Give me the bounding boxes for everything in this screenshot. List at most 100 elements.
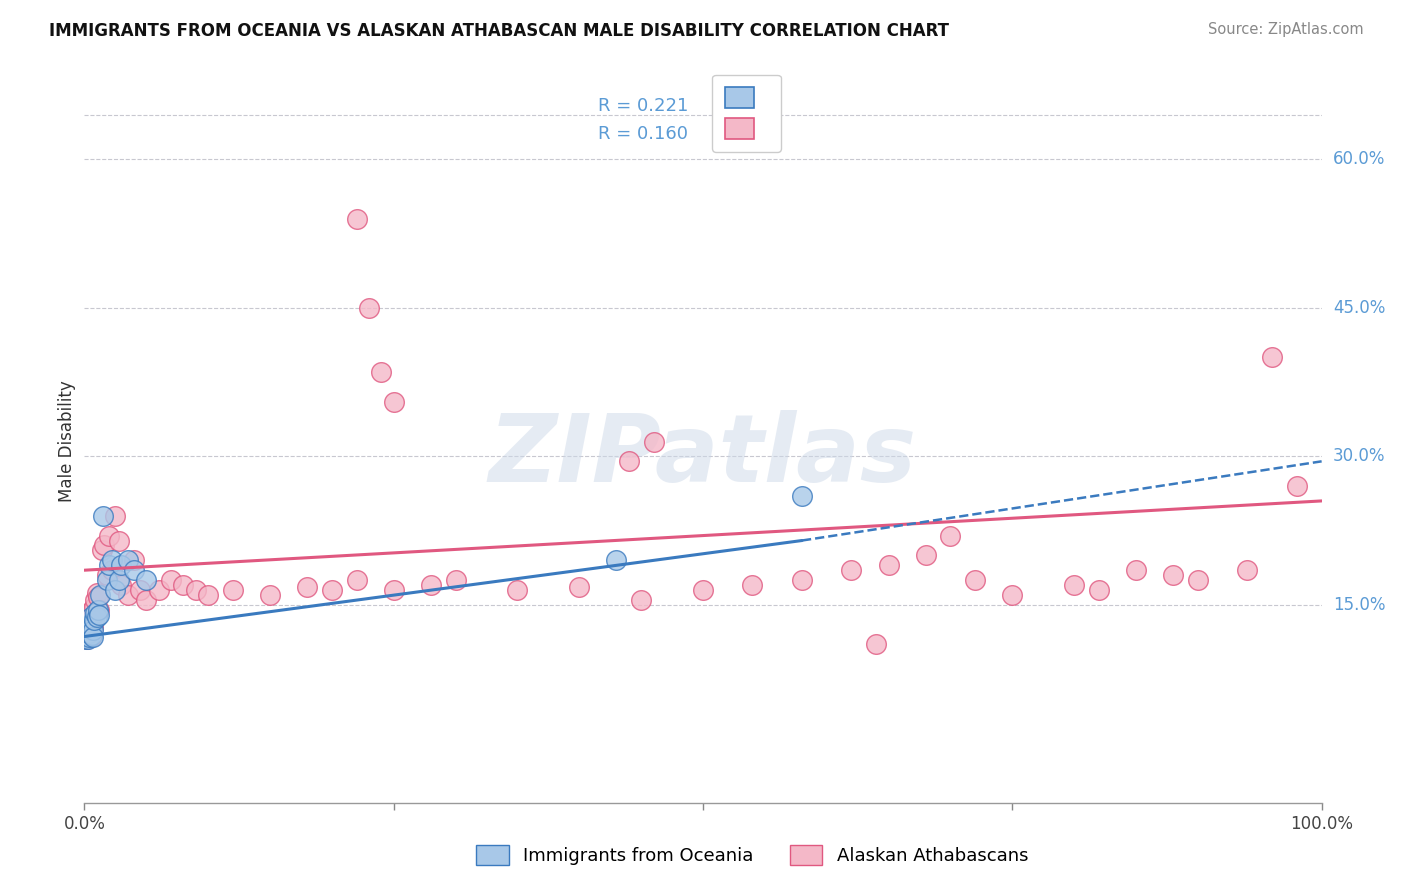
Point: [86, 586, 108, 600]
Point: [122, 563, 145, 577]
Point: [79, 607, 101, 622]
Point: [617, 454, 640, 468]
Point: [75, 632, 97, 647]
Point: [79, 625, 101, 640]
Point: [82, 619, 104, 633]
Point: [82, 623, 104, 637]
Point: [79, 623, 101, 637]
Point: [80, 619, 103, 633]
Point: [605, 553, 627, 567]
Text: N = 68: N = 68: [716, 126, 783, 144]
Point: [370, 365, 392, 379]
Point: [357, 301, 380, 315]
Point: [76, 627, 98, 641]
Point: [1187, 573, 1209, 587]
Point: [790, 489, 813, 503]
Point: [1236, 563, 1258, 577]
Point: [76, 623, 98, 637]
Point: [117, 553, 139, 567]
Point: [77, 613, 100, 627]
Point: [104, 582, 127, 597]
Point: [790, 573, 813, 587]
Point: [1063, 578, 1085, 592]
Point: [87, 603, 110, 617]
Point: [84, 606, 107, 620]
Point: [1285, 479, 1308, 493]
Legend: Immigrants from Oceania, Alaskan Athabascans: Immigrants from Oceania, Alaskan Athabas…: [470, 838, 1035, 872]
Point: [100, 553, 122, 567]
Point: [1125, 563, 1147, 577]
Point: [122, 553, 145, 567]
Point: [135, 593, 157, 607]
Point: [382, 582, 405, 597]
Text: Source: ZipAtlas.com: Source: ZipAtlas.com: [1208, 22, 1364, 37]
Point: [90, 543, 112, 558]
Point: [98, 558, 121, 573]
Point: [1261, 351, 1284, 365]
Text: R = 0.221: R = 0.221: [598, 96, 688, 114]
Point: [346, 573, 368, 587]
Point: [643, 434, 665, 449]
Y-axis label: Male Disability: Male Disability: [58, 381, 76, 502]
Point: [222, 582, 245, 597]
Point: [444, 573, 467, 587]
Point: [96, 573, 118, 587]
Point: [82, 630, 104, 644]
Point: [108, 533, 131, 548]
Text: 30.0%: 30.0%: [1333, 448, 1385, 466]
Point: [83, 613, 105, 627]
Point: [1001, 588, 1024, 602]
Point: [110, 578, 132, 592]
Point: [877, 558, 900, 573]
Text: ZIPatlas: ZIPatlas: [489, 410, 917, 502]
Point: [865, 637, 887, 651]
Point: [96, 568, 118, 582]
Point: [741, 578, 763, 592]
Point: [80, 617, 103, 632]
Point: [346, 211, 368, 226]
Point: [630, 593, 652, 607]
Point: [89, 607, 111, 622]
Point: [321, 582, 343, 597]
Point: [148, 582, 170, 597]
Point: [100, 563, 122, 577]
Text: IMMIGRANTS FROM OCEANIA VS ALASKAN ATHABASCAN MALE DISABILITY CORRELATION CHART: IMMIGRANTS FROM OCEANIA VS ALASKAN ATHAB…: [49, 22, 949, 40]
Point: [79, 630, 101, 644]
Point: [914, 549, 936, 563]
Point: [93, 539, 115, 553]
Point: [160, 573, 183, 587]
Point: [295, 580, 318, 594]
Point: [1088, 582, 1111, 597]
Text: 60.0%: 60.0%: [1333, 151, 1385, 169]
Point: [117, 588, 139, 602]
Point: [259, 588, 281, 602]
Point: [841, 563, 863, 577]
Text: R = 0.160: R = 0.160: [598, 126, 688, 144]
Point: [76, 632, 98, 647]
Point: [129, 582, 152, 597]
Point: [1161, 568, 1184, 582]
Point: [80, 603, 103, 617]
Point: [79, 609, 101, 624]
Point: [172, 578, 194, 592]
Point: [108, 573, 131, 587]
Point: [82, 607, 104, 622]
Point: [84, 593, 107, 607]
Point: [965, 573, 987, 587]
Text: 15.0%: 15.0%: [1333, 596, 1385, 614]
Point: [86, 609, 108, 624]
Legend: , : ,: [711, 75, 780, 152]
Point: [83, 599, 105, 614]
Point: [419, 578, 441, 592]
Point: [110, 558, 132, 573]
Point: [79, 613, 101, 627]
Text: 45.0%: 45.0%: [1333, 299, 1385, 317]
Point: [135, 573, 157, 587]
Point: [382, 395, 405, 409]
Point: [77, 623, 100, 637]
Point: [75, 627, 97, 641]
Point: [506, 582, 529, 597]
Point: [80, 627, 103, 641]
Point: [98, 528, 121, 542]
Point: [91, 508, 114, 523]
